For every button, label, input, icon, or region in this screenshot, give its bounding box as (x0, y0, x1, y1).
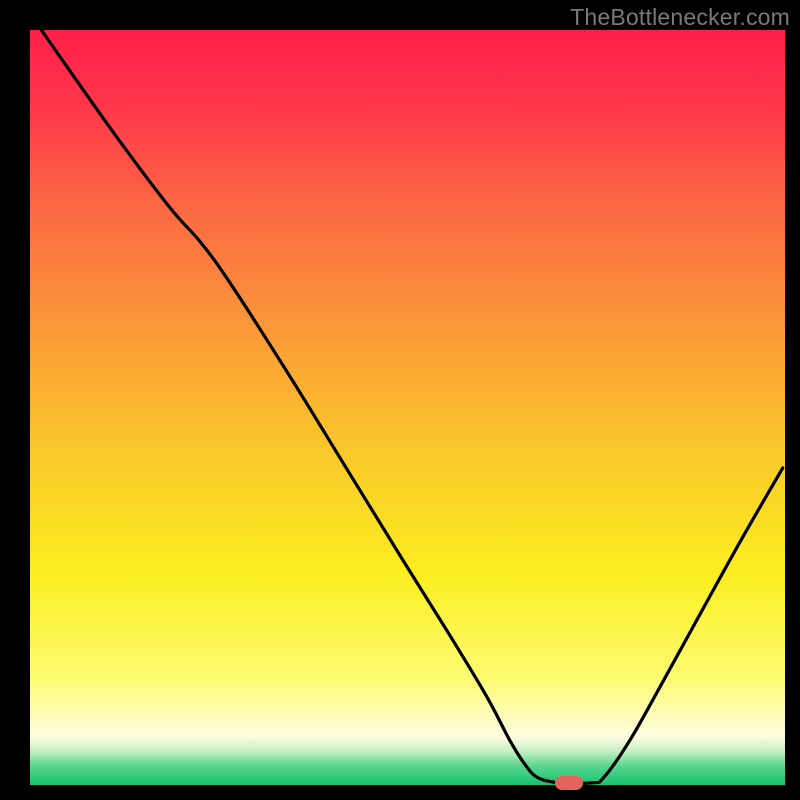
curve-path (41, 30, 782, 783)
chart-frame: TheBottlenecker.com (0, 0, 800, 800)
bottleneck-curve (30, 30, 785, 785)
watermark-text: TheBottlenecker.com (570, 4, 790, 31)
gradient-background (30, 30, 785, 785)
optimal-point-marker (555, 776, 583, 790)
plot-area (30, 30, 785, 785)
